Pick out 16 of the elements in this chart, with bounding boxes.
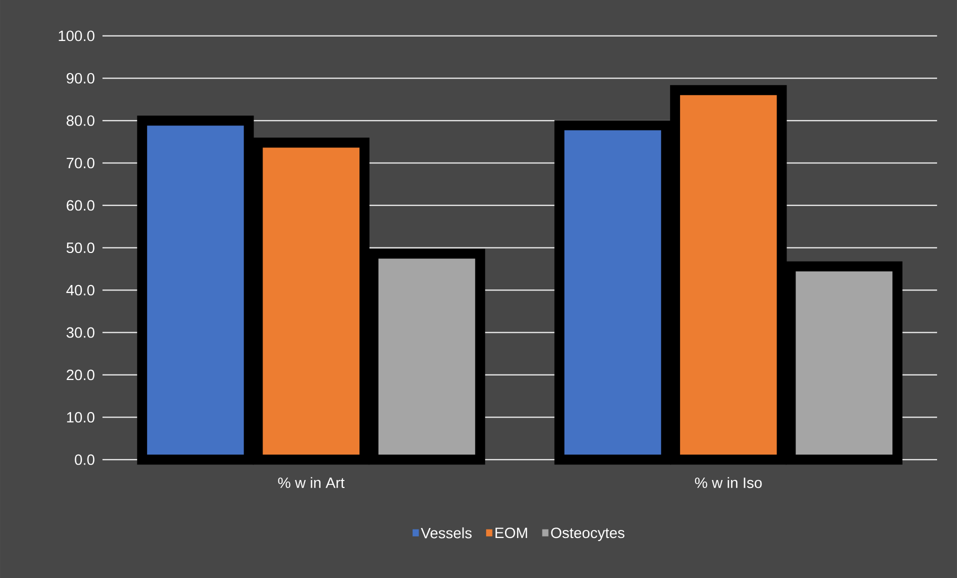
y-tick-label: 60.0 <box>66 200 94 211</box>
legend-label: EOM <box>496 527 528 538</box>
legend-label: Osteocytes <box>551 527 624 541</box>
y-tick-label: 10.0 <box>67 412 94 422</box>
y-tick-label: 90.0 <box>66 72 94 84</box>
y-tick-label: 30.0 <box>66 327 94 338</box>
legend-label: Vessels <box>420 527 472 538</box>
y-tick-label: 0.0 <box>74 454 94 465</box>
x-tick-label: % w in Iso <box>694 476 762 488</box>
y-tick-label: 20.0 <box>66 369 94 380</box>
y-tick-label: 50.0 <box>66 242 94 253</box>
y-tick-label: 100.0 <box>58 30 94 41</box>
x-tick-label: % w in Art <box>278 476 345 488</box>
y-tick-label: 80.0 <box>66 115 94 126</box>
y-tick-label: 70.0 <box>66 158 94 168</box>
y-tick-label: 40.0 <box>66 284 94 296</box>
